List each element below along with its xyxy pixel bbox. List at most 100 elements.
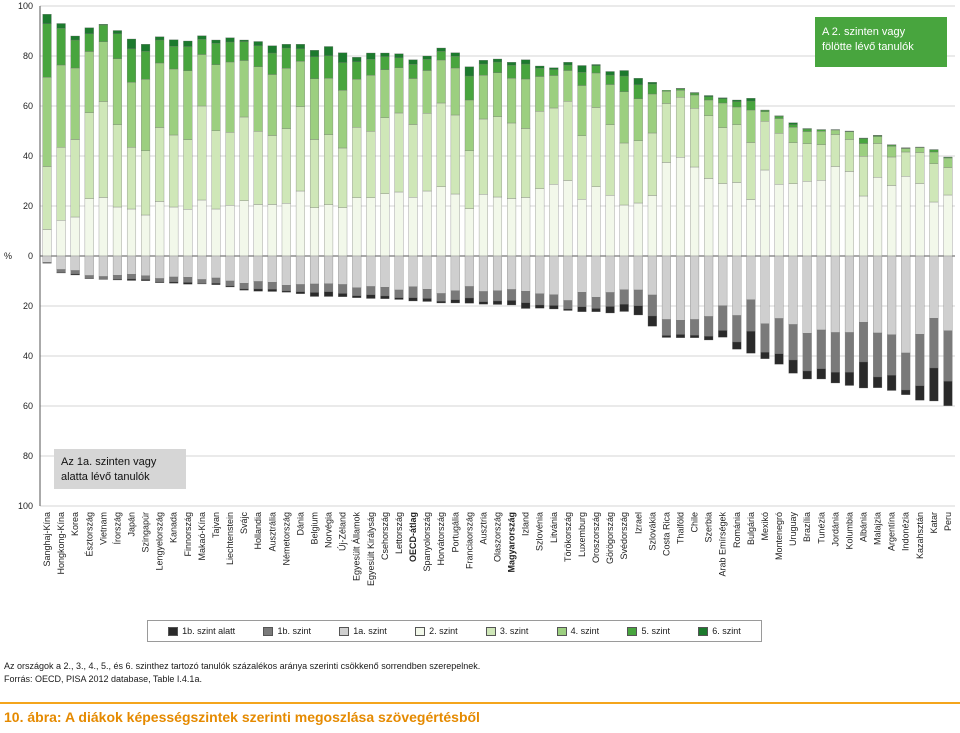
- legend-label: 6. szint: [712, 626, 741, 636]
- bar-stack: [267, 45, 277, 292]
- bar-segment: [253, 204, 263, 257]
- x-tick-label: Hongkong-Kína: [56, 512, 66, 575]
- bar-stack: [169, 39, 179, 284]
- bar-segment: [943, 381, 953, 406]
- bar-segment: [858, 255, 869, 323]
- bar-segment: [816, 329, 826, 369]
- bar-segment: [647, 294, 657, 317]
- x-tick-label: Kanada: [169, 512, 179, 543]
- x-tick-label: Tajvan: [211, 512, 221, 538]
- bar-segment: [464, 208, 474, 257]
- bar-segment: [141, 279, 151, 281]
- legend-item: 4. szint: [556, 626, 599, 636]
- bar-segment: [704, 115, 714, 179]
- bar-segment: [521, 302, 531, 309]
- bar-segment: [84, 33, 94, 52]
- x-tick-label: Izrael: [633, 512, 643, 534]
- bar-segment: [436, 255, 446, 294]
- bar-segment: [70, 67, 80, 140]
- bar-segment: [901, 389, 911, 395]
- legend-swatch: [485, 626, 496, 636]
- bar-segment: [661, 90, 671, 92]
- annotation-bottom-box: Az 1a. szinten vagy alatta lévő tanulók: [54, 449, 186, 489]
- bar-segment: [507, 289, 517, 301]
- legend-label: 1b. szint: [277, 626, 311, 636]
- bar-segment: [239, 39, 249, 42]
- bar-segment: [478, 60, 488, 65]
- bar-segment: [746, 98, 756, 102]
- bar-segment: [563, 64, 573, 71]
- bar-segment: [126, 255, 137, 275]
- bar-segment: [450, 193, 460, 257]
- bar-segment: [169, 276, 179, 283]
- bar-segment: [690, 319, 700, 336]
- bar-segment: [873, 332, 883, 378]
- bar-segment: [84, 278, 94, 279]
- bar-segment: [112, 33, 122, 59]
- bar-segment: [464, 75, 474, 101]
- bar-segment: [690, 92, 700, 96]
- bar-segment: [887, 375, 897, 391]
- annotation-bottom-line-2: alatta lévő tanulók: [61, 471, 150, 483]
- x-tick-label: Liechtenstein: [225, 512, 235, 565]
- bar-segment: [324, 46, 334, 56]
- bar-stack: [929, 149, 939, 402]
- bar-stack: [830, 129, 840, 384]
- bar-segment: [563, 70, 573, 102]
- x-tick-label: Írország: [112, 512, 122, 545]
- bar-segment: [42, 229, 52, 257]
- bar-segment: [619, 91, 629, 144]
- bar-segment: [267, 255, 277, 283]
- bar-segment: [591, 186, 601, 257]
- bar-segment: [338, 90, 348, 149]
- bar-segment: [858, 322, 869, 363]
- bar-segment: [366, 52, 376, 60]
- bar-segment: [774, 116, 784, 119]
- source-note: Forrás: OECD, PISA 2012 database, Table …: [4, 674, 202, 684]
- bar-segment: [605, 292, 615, 307]
- bar-segment: [507, 198, 517, 257]
- bar-segment: [253, 288, 263, 292]
- bar-segment: [267, 282, 277, 290]
- bar-segment: [352, 57, 362, 62]
- bar-segment: [352, 295, 362, 298]
- bar-segment: [788, 124, 798, 128]
- bar-segment: [225, 255, 235, 282]
- bar-segment: [535, 68, 545, 77]
- x-tick-label: Egyesült Királyság: [366, 512, 376, 586]
- bar-stack: [309, 50, 320, 297]
- bar-segment: [84, 275, 94, 279]
- x-tick-label: Indonézia: [901, 512, 911, 551]
- bar-segment: [436, 301, 446, 304]
- x-tick-label: Izland: [521, 512, 531, 536]
- legend: 1b. szint alatt 1b. szint 1a. szint 2. szin…: [147, 620, 762, 642]
- bar-segment: [901, 151, 911, 177]
- x-tick-label: Németország: [281, 512, 291, 566]
- bar-segment: [647, 315, 657, 327]
- bar-segment: [577, 255, 587, 293]
- bar-segment: [267, 74, 277, 136]
- bar-segment: [704, 255, 714, 317]
- bar-segment: [760, 111, 770, 122]
- bar-segment: [211, 130, 221, 210]
- bar-segment: [380, 295, 390, 299]
- x-tick-label: Montenegró: [774, 512, 784, 560]
- bar-segment: [112, 124, 122, 208]
- bar-segment: [281, 203, 291, 257]
- bar-segment: [394, 53, 404, 58]
- bar-segment: [436, 186, 446, 257]
- bar-segment: [633, 202, 643, 257]
- annotation-bottom-line-1: Az 1a. szinten vagy: [61, 456, 157, 468]
- bar-segment: [295, 106, 305, 192]
- bar-stack: [394, 53, 404, 300]
- bar-segment: [802, 370, 812, 380]
- bar-segment: [718, 102, 728, 128]
- bar-segment: [324, 55, 334, 79]
- bar-segment: [155, 278, 165, 283]
- bar-segment: [521, 63, 531, 80]
- bar-stack: [239, 39, 249, 291]
- bar-segment: [605, 255, 615, 293]
- bar-segment: [478, 301, 488, 305]
- y-tick-label: 80: [23, 51, 33, 61]
- bar-segment: [521, 197, 531, 257]
